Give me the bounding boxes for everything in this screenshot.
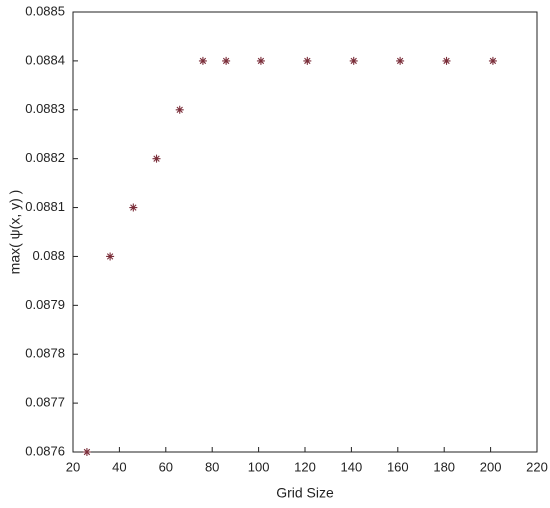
y-tick-label: 0.0877 [25,395,65,410]
y-tick-label: 0.088 [32,248,65,263]
y-tick-label: 0.0882 [25,150,65,165]
point [303,56,312,65]
point [152,154,161,163]
point [488,56,497,65]
x-tick-label: 160 [387,459,409,474]
point [349,56,358,65]
x-tick-label: 80 [205,459,219,474]
x-tick-label: 200 [480,459,502,474]
plot-frame [72,11,538,453]
x-tick-label: 40 [112,459,126,474]
y-tick-label: 0.0876 [25,443,65,458]
point [129,203,138,212]
x-tick-label: 220 [526,459,548,474]
x-tick-label: 180 [433,459,455,474]
point [175,105,184,114]
point [222,56,231,65]
y-tick-label: 0.0879 [25,297,65,312]
point [256,56,265,65]
point [82,448,91,456]
y-axis-label: max( ψ(x, y) ) [7,190,23,275]
x-tick-label: 100 [248,459,270,474]
y-tick-label: 0.0885 [25,3,65,18]
x-tick-label: 20 [66,459,80,474]
y-tick-label: 0.0883 [25,101,65,116]
y-tick-label: 0.0884 [25,52,65,67]
y-tick-label: 0.0878 [25,346,65,361]
y-tick-label: 0.0881 [25,199,65,214]
point [396,56,405,65]
point [442,56,451,65]
x-tick-label: 140 [341,459,363,474]
x-tick-label: 60 [159,459,173,474]
point [198,56,207,65]
point [106,252,115,261]
x-axis-label: Grid Size [276,485,334,501]
x-tick-label: 120 [294,459,316,474]
